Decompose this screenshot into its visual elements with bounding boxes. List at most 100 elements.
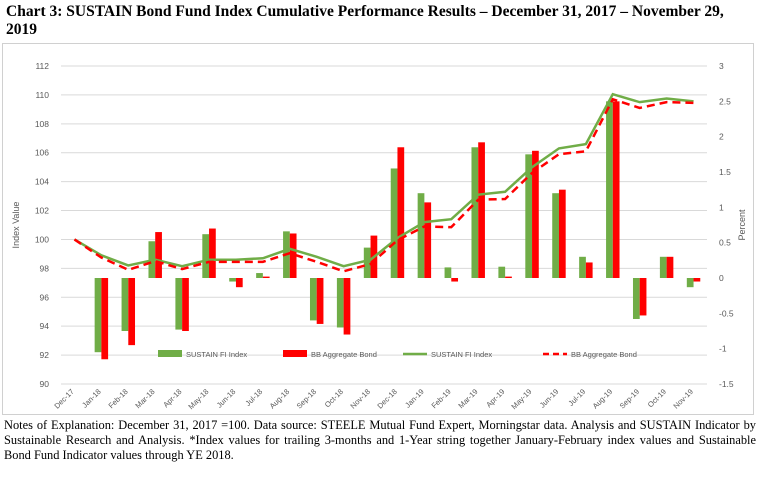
sustain-bar [417,193,425,278]
y2-tick-label: 2.5 [719,96,731,106]
y2-tick-label: 0.5 [719,238,731,248]
x-tick-label: Apr-19 [484,387,506,409]
bb-aggregate-bar [478,142,485,278]
x-tick-label: Jan-19 [403,387,426,410]
sustain-bar [498,266,506,278]
y-tick-label: 102 [35,206,49,216]
x-tick-label: Aug-19 [591,387,614,410]
bb-aggregate-bar [612,101,620,278]
y-tick-label: 92 [40,350,50,360]
x-tick-label: Mar-19 [456,387,479,410]
x-tick-label: Dec-18 [375,387,398,410]
y2-tick-label: -1.5 [719,379,734,389]
y-tick-label: 98 [40,263,50,273]
chart-title: Chart 3: SUSTAIN Bond Fund Index Cumulat… [6,3,724,38]
x-tick-label: May-18 [186,387,210,411]
legend-swatch [158,350,182,357]
sustain-bar [444,267,452,278]
y-tick-label: 90 [40,379,50,389]
legend-label: SUSTAIN FI Index [431,350,492,359]
sustain-bar [256,273,263,278]
sustain-bar [175,278,183,330]
bb-aggregate-bar [289,233,297,278]
legend-label: BB Aggregate Bond [311,350,377,359]
bb-aggregate-bar [666,256,674,278]
sustain-bar [229,278,236,282]
sustain-bar [606,101,613,278]
y-tick-label: 94 [40,321,50,331]
bb-aggregate-bar [343,278,351,335]
x-tick-label: Sep-19 [618,387,641,410]
x-tick-label: Apr-18 [161,387,183,409]
bb-aggregate-bar [424,202,432,278]
bb-aggregate-bar [155,232,162,278]
y-tick-label: 110 [35,90,49,100]
y-tick-label: 112 [35,61,49,71]
y-tick-label: 106 [35,148,49,158]
bb-aggregate-bar [182,278,189,331]
sustain-bar [202,234,210,278]
x-tick-label: Oct-19 [646,387,668,409]
sustain-line [73,92,694,268]
y2-tick-label: 1 [719,202,724,212]
bb-aggregate-bar [532,150,539,278]
bb-aggregate-bar [128,278,136,346]
performance-chart: 90 92 94 96 98 100 102 104 106 108 110 112 -1.5 -1 -0.… [11,61,747,411]
sustain-bar [659,256,667,278]
y-tick-label: 108 [35,119,49,129]
bb-aggregate-bar [397,147,405,278]
sustain-bar [686,278,694,288]
x-tick-label: Jul-19 [566,387,587,408]
y2-tick-label: -0.5 [719,308,734,318]
y-tick-label: 100 [35,234,49,244]
y2-tick-label: 1.5 [719,167,731,177]
sustain-bar [94,278,102,353]
y-tick-label: 104 [35,177,49,187]
bb-aggregate-bar [639,278,647,316]
bb-aggregate-bar [505,276,512,278]
bb-aggregate-line [73,97,694,273]
bb-aggregate-bar [451,278,459,282]
x-tick-label: Dec-17 [52,387,75,410]
legend-label: SUSTAIN FI Index [186,350,247,359]
bb-aggregate-bar [316,278,324,324]
x-tick-label: Jul-18 [243,387,264,408]
sustain-bar [336,278,344,328]
sustain-bar [552,193,559,278]
x-tick-label: Aug-18 [268,387,291,410]
y2-tick-label: 3 [719,61,724,71]
bb-aggregate-bar [693,278,701,282]
legend-swatch [283,350,307,357]
y2-axis-label: Percent [737,209,747,241]
y2-tick-label: -1 [719,344,727,354]
y-axis-label: Index Value [11,202,21,249]
x-tick-label: Nov-18 [348,387,371,410]
x-tick-label: Feb-18 [107,387,130,410]
y2-tick-label: 2 [719,132,724,142]
chart-area: 90 92 94 96 98 100 102 104 106 108 110 112 -1.5 -1 -0.… [2,43,754,415]
bb-aggregate-bar [585,262,593,278]
bb-aggregate-bar [101,278,109,360]
x-tick-label: Jun-18 [215,387,238,410]
sustain-bar [471,147,479,278]
x-tick-label: Jun-19 [538,387,561,410]
x-tick-label: Nov-19 [671,387,694,410]
sustain-bar [579,256,586,278]
x-tick-label: Feb-19 [430,387,453,410]
sustain-bar [632,278,640,319]
bb-aggregate-bar [262,276,270,278]
x-tick-label: Sep-18 [295,387,318,410]
x-tick-label: May-19 [509,387,533,411]
sustain-bar [363,247,371,278]
bb-aggregate-bar [558,189,566,278]
sustain-bar [390,168,398,278]
x-tick-label: Jan-18 [80,387,103,410]
x-tick-label: Mar-18 [133,387,156,410]
sustain-bar [309,278,317,321]
legend-label: BB Aggregate Bond [571,350,637,359]
notes-of-explanation: Notes of Explanation: December 31, 2017 … [4,418,756,462]
sustain-bar [525,154,533,278]
bb-aggregate-bar [209,228,216,278]
sustain-bar [121,278,129,331]
y-tick-label: 96 [40,292,50,302]
